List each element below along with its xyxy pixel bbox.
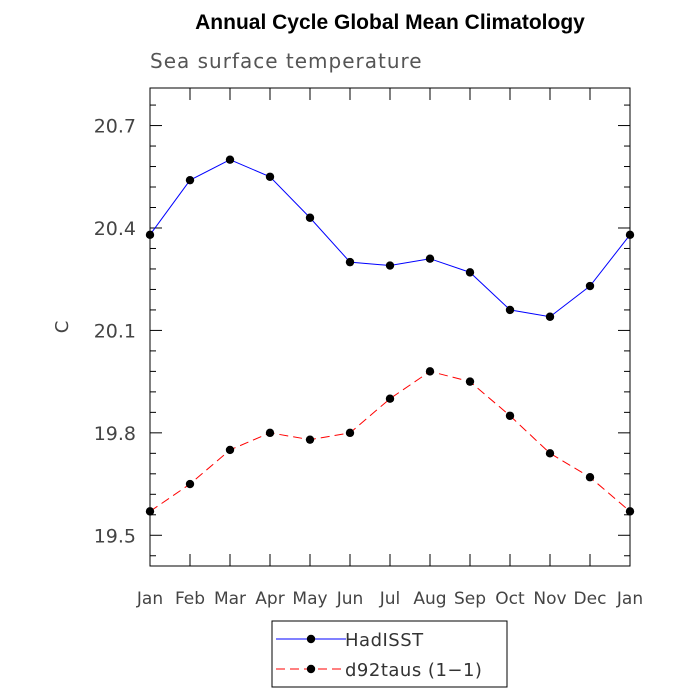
- data-point: [265, 428, 275, 438]
- data-point: [145, 507, 155, 516]
- x-tick-label: Feb: [175, 589, 205, 609]
- legend: HadISST d92taus (1−1): [271, 620, 508, 688]
- data-point: [505, 411, 515, 420]
- x-tick-label: Jun: [336, 589, 364, 609]
- x-tick-label: May: [292, 589, 327, 609]
- x-tick-labels: Jan Feb Mar Apr May Jun Jul Aug Sep Oct Nov Dec Jan: [136, 589, 643, 609]
- legend-label: HadISST: [345, 630, 424, 651]
- data-point: [545, 449, 555, 458]
- x-tick-label: Oct: [495, 589, 525, 609]
- y-tick-labels: 19.5 19.8 20.1 20.4 20.7: [94, 116, 136, 548]
- data-point: [305, 213, 315, 222]
- data-point: [385, 394, 395, 403]
- series-layer: [145, 155, 635, 516]
- x-tick-label: Jan: [136, 589, 163, 609]
- data-point: [465, 268, 475, 277]
- data-point: [585, 281, 595, 291]
- x-tick-label: Sep: [454, 589, 486, 609]
- data-point: [385, 261, 395, 270]
- data-point: [185, 175, 195, 185]
- y-tick-label: 20.1: [94, 320, 136, 342]
- y-tick-label: 20.7: [94, 116, 136, 138]
- y-axis-label: C: [52, 321, 73, 334]
- data-point: [545, 312, 555, 321]
- data-point: [305, 435, 315, 444]
- x-tick-label: Aug: [413, 589, 446, 609]
- y-tick-label: 20.4: [94, 218, 136, 240]
- data-point: [505, 305, 515, 315]
- axis-ticks: [149, 88, 631, 566]
- data-point: [265, 172, 275, 181]
- data-point: [225, 155, 235, 164]
- data-point: [585, 473, 595, 482]
- x-tick-label: Nov: [533, 589, 566, 609]
- y-tick-label: 19.5: [94, 525, 136, 547]
- y-tick-label: 19.8: [94, 423, 136, 445]
- data-point: [185, 479, 195, 489]
- series-line-1: [149, 370, 631, 512]
- series-line-0: [149, 159, 631, 318]
- x-tick-label: Mar: [214, 589, 246, 609]
- plot-frame: [149, 87, 631, 567]
- data-point: [345, 257, 355, 267]
- legend-label: d92taus (1−1): [345, 660, 482, 681]
- x-tick-label: Apr: [255, 589, 284, 609]
- legend-box: [271, 620, 508, 688]
- data-point: [345, 428, 355, 438]
- x-tick-label: Dec: [574, 589, 607, 609]
- legend-marker: [306, 634, 316, 644]
- legend-marker: [306, 664, 316, 674]
- chart-title: Annual Cycle Global Mean Climatology: [195, 11, 585, 34]
- data-point: [625, 230, 635, 240]
- chart-subtitle: Sea surface temperature: [150, 49, 423, 73]
- data-point: [425, 254, 435, 263]
- data-point: [225, 445, 235, 455]
- data-point: [465, 377, 475, 386]
- data-point: [425, 367, 435, 376]
- data-point: [625, 507, 635, 516]
- x-tick-label: Jul: [379, 589, 401, 609]
- data-point: [145, 230, 155, 240]
- x-tick-label: Jan: [616, 589, 643, 609]
